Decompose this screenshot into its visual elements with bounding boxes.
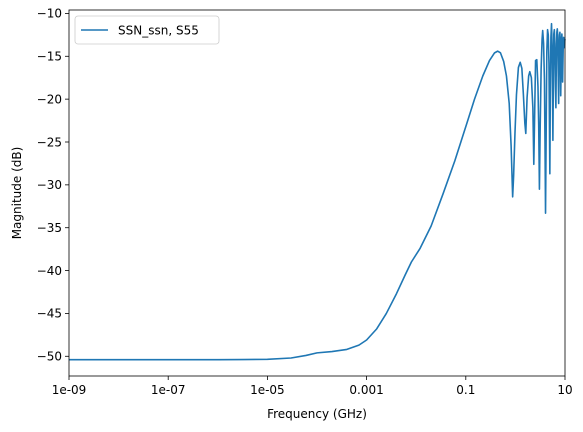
y-tick-label: −20 [37,92,62,106]
plot-area [69,10,565,376]
x-tick-label: 0.1 [456,383,475,397]
y-tick-label: −35 [37,221,62,235]
y-tick-label: −50 [37,350,62,364]
series-layer [69,22,566,361]
series-line-0 [69,22,566,361]
y-tick-label: −30 [37,178,62,192]
plot-frame [68,9,566,377]
x-tick-label: 0.001 [349,383,383,397]
y-tick-label: −40 [37,264,62,278]
y-tick-label: −10 [37,7,62,21]
x-tick-label: 1e-09 [52,383,87,397]
y-axis: −50 −45 −40 −35 −30 −25 −20 −15 −10 [37,7,69,364]
y-tick-label: −25 [37,135,62,149]
x-tick-label: 1e-07 [151,383,186,397]
legend-label: SSN_ssn, S55 [118,24,199,38]
legend: SSN_ssn, S55 [74,15,220,45]
x-axis: 1e-09 1e-07 1e-05 0.001 0.1 10 [52,376,573,397]
y-tick-label: −45 [37,307,62,321]
x-tick-label: 10 [557,383,572,397]
y-tick-label: −15 [37,50,62,64]
x-axis-label: Frequency (GHz) [267,407,367,421]
y-axis-label: Magnitude (dB) [10,147,24,240]
x-tick-label: 1e-05 [250,383,285,397]
legend-box [74,15,220,45]
